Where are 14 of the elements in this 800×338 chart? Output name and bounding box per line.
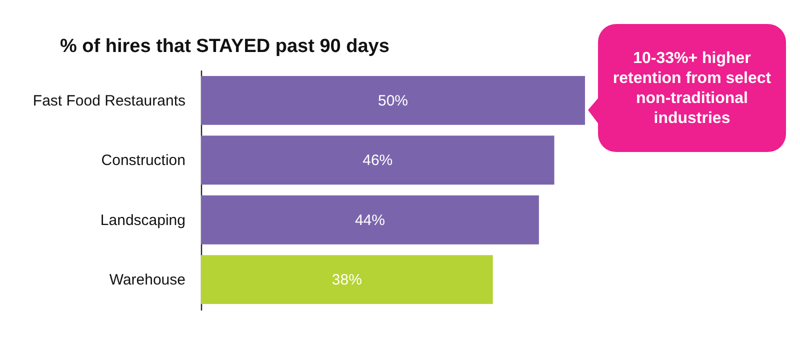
y-tick-label: Landscaping <box>100 212 186 229</box>
y-tick-label: Fast Food Restaurants <box>32 92 186 110</box>
data-label: 50% <box>378 92 408 110</box>
y-tick-label: Construction <box>101 152 186 170</box>
text: 10-33%+ higher retention from select non-traditional industries <box>612 49 772 129</box>
y-tick-label: Warehouse <box>109 272 186 289</box>
data-label: 46% <box>362 152 393 170</box>
data-label: 44% <box>354 212 385 229</box>
data-label: 38% <box>332 272 362 289</box>
bar <box>201 195 539 244</box>
bar <box>201 76 585 125</box>
bar <box>201 255 493 304</box>
chart-title: % of hires that STAYED past 90 days <box>60 36 390 57</box>
bar <box>201 136 554 185</box>
